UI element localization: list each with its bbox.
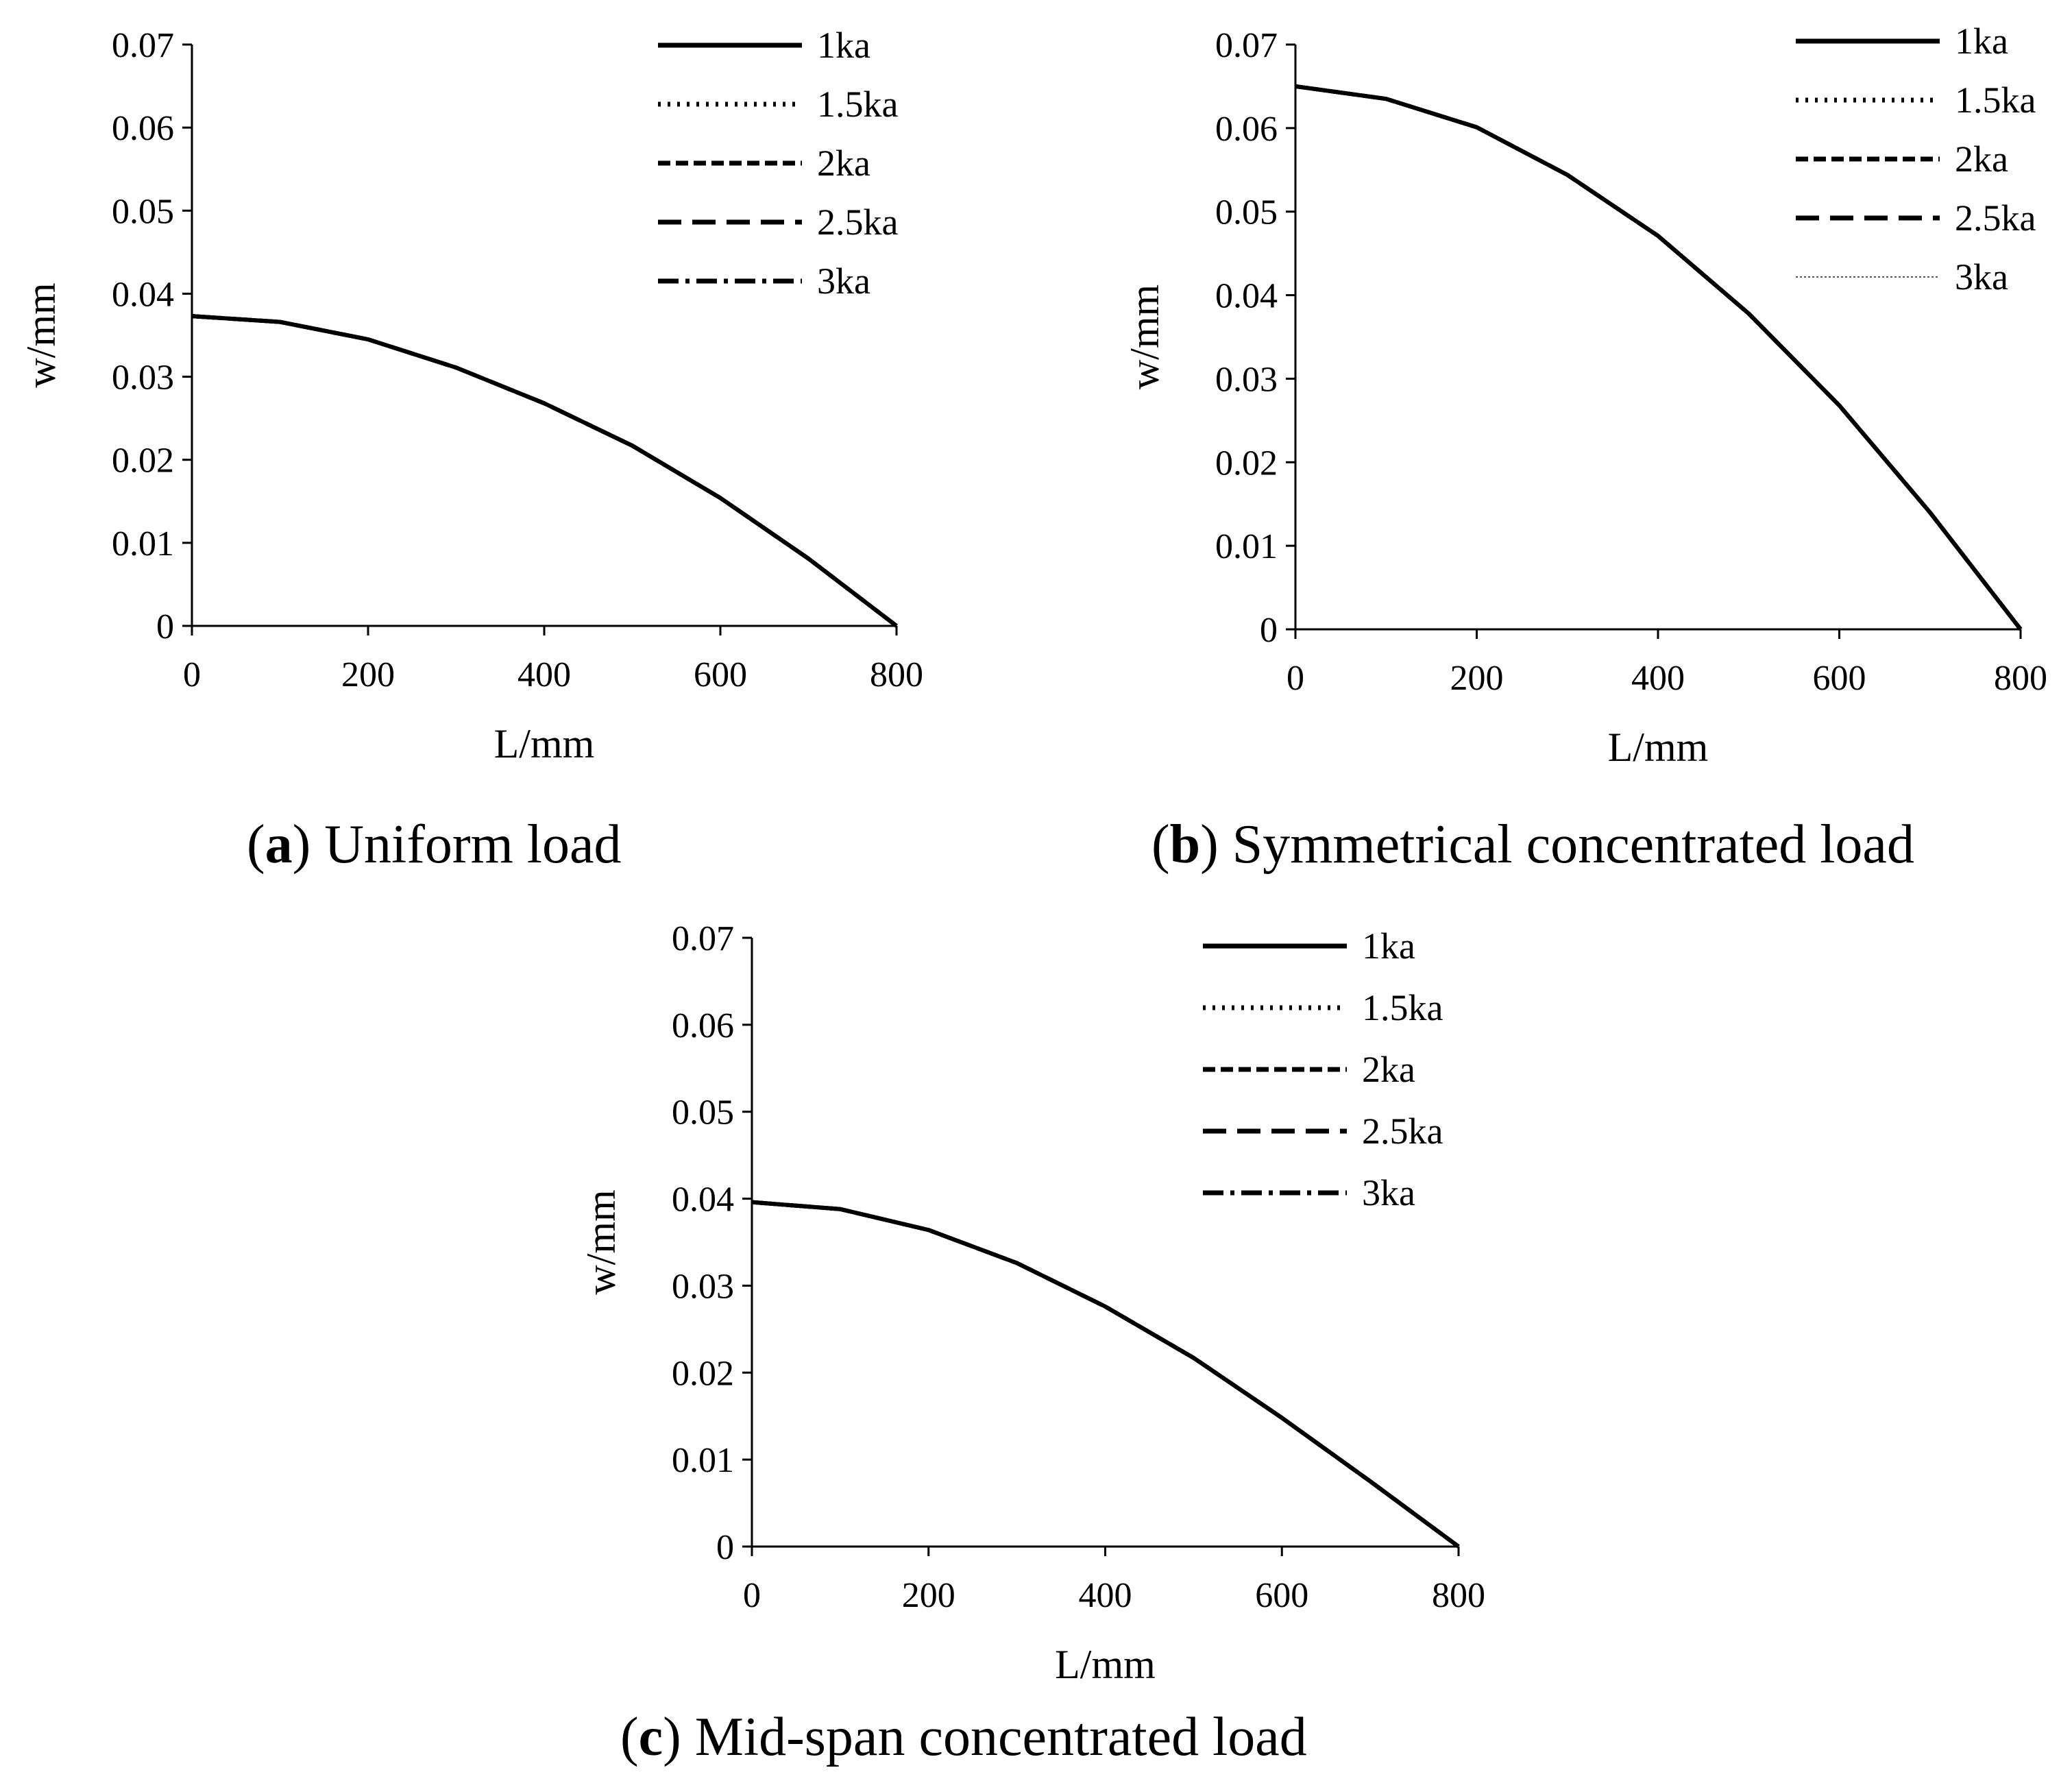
legend-label-a-1-5ka: 1.5ka — [817, 84, 899, 125]
x-tick-label-a: 0 — [183, 655, 201, 694]
legend-label-c-3ka: 3ka — [1362, 1172, 1415, 1213]
x-tick-label-b: 800 — [1994, 659, 2047, 698]
caption-letter-c: c — [639, 1707, 663, 1767]
y-axis-label-c: w/mm — [578, 1189, 624, 1294]
y-tick-label-c: 0.07 — [672, 919, 734, 958]
chart-c: (c) Mid-span concentrated load 0 0.01 0.02… — [578, 919, 1485, 1767]
y-tick-label-a: 0.02 — [112, 441, 174, 481]
legend-label-b-1-5ka: 1.5ka — [1955, 80, 2036, 121]
y-tick-label-b: 0.01 — [1215, 527, 1278, 566]
legend-label-a-3ka: 3ka — [817, 261, 870, 302]
caption-letter-a: a — [265, 814, 293, 875]
x-axis-label-b: L/mm — [1608, 725, 1709, 770]
caption-text-c: Mid-span concentrated load — [681, 1707, 1307, 1767]
chart-a: (a) Uniform load 0 0.01 0.02 0.03 0.04 0.05 0.… — [19, 25, 923, 875]
x-axis-label-c: L/mm — [1055, 1642, 1156, 1687]
y-tick-label-c: 0.05 — [672, 1093, 734, 1132]
y-tick-label-c: 0.02 — [672, 1354, 734, 1393]
caption-a: (a) Uniform load — [247, 814, 622, 875]
y-tick-label-c: 0.04 — [672, 1180, 734, 1220]
chart-b: (b) Symmetrical concentrated load 0 0.01 0… — [1122, 21, 2047, 875]
y-tick-label-b: 0 — [1260, 611, 1278, 650]
series-line-a-1ka — [191, 314, 898, 628]
y-tick-label-a: 0.03 — [112, 359, 174, 398]
y-tick-label-b: 0.06 — [1215, 110, 1278, 149]
y-tick-label-b: 0.07 — [1215, 26, 1278, 65]
y-tick-label-a: 0.06 — [112, 109, 174, 148]
x-tick-label-a: 400 — [517, 655, 571, 694]
caption-text-a: Uniform load — [310, 814, 621, 875]
y-tick-label-b: 0.02 — [1215, 444, 1278, 483]
y-tick-label-a: 0.04 — [112, 275, 174, 314]
caption-b: (b) Symmetrical concentrated load — [1151, 814, 1914, 875]
x-tick-label-a: 600 — [694, 655, 747, 694]
legend-label-b-1ka: 1ka — [1955, 21, 2008, 62]
x-tick-label-c: 800 — [1432, 1576, 1485, 1615]
legend-label-c-2-5ka: 2.5ka — [1362, 1111, 1443, 1152]
x-tick-label-c: 600 — [1255, 1576, 1308, 1615]
caption-letter-b: b — [1170, 814, 1201, 875]
x-tick-label-b: 0 — [1287, 659, 1304, 698]
y-tick-label-c: 0.01 — [672, 1441, 734, 1480]
legend-label-b-2ka: 2ka — [1955, 138, 2008, 180]
y-tick-label-c: 0.06 — [672, 1006, 734, 1045]
y-tick-label-b: 0.05 — [1215, 193, 1278, 232]
y-tick-label-b: 0.04 — [1215, 277, 1278, 316]
x-axis-label-a: L/mm — [494, 721, 595, 766]
y-tick-label-c: 0 — [716, 1528, 734, 1567]
x-tick-label-b: 600 — [1813, 659, 1866, 698]
caption-c: (c) Mid-span concentrated load — [620, 1707, 1307, 1767]
legend-label-c-1ka: 1ka — [1362, 925, 1415, 967]
x-tick-label-b: 200 — [1450, 659, 1504, 698]
legend-label-c-2ka: 2ka — [1362, 1049, 1415, 1090]
y-tick-label-a: 0.07 — [112, 26, 174, 65]
legend-label-a-2-5ka: 2.5ka — [817, 202, 899, 243]
x-tick-label-a: 200 — [341, 655, 395, 694]
x-tick-label-c: 400 — [1079, 1576, 1132, 1615]
x-tick-label-b: 400 — [1631, 659, 1685, 698]
legend-label-a-1ka: 1ka — [817, 25, 870, 66]
y-tick-label-a: 0.05 — [112, 192, 174, 231]
legend-label-c-1-5ka: 1.5ka — [1362, 987, 1443, 1028]
caption-text-b: Symmetrical concentrated load — [1219, 814, 1914, 875]
y-tick-label-c: 0.03 — [672, 1267, 734, 1306]
series-line-b-1ka — [1295, 84, 2023, 631]
legend-label-b-3ka: 3ka — [1955, 256, 2008, 298]
y-axis-label-b: w/mm — [1122, 284, 1167, 389]
x-tick-label-c: 0 — [743, 1576, 761, 1615]
y-tick-label-a: 0 — [156, 607, 174, 646]
y-tick-label-a: 0.01 — [112, 524, 174, 564]
y-axis-label-a: w/mm — [19, 282, 64, 387]
x-tick-label-a: 800 — [870, 655, 923, 694]
legend-label-a-2ka: 2ka — [817, 143, 870, 184]
series-line-c-1ka — [751, 1200, 1460, 1549]
legend-label-b-2-5ka: 2.5ka — [1955, 197, 2036, 239]
y-tick-label-b: 0.03 — [1215, 360, 1278, 399]
x-tick-label-c: 200 — [902, 1576, 955, 1615]
